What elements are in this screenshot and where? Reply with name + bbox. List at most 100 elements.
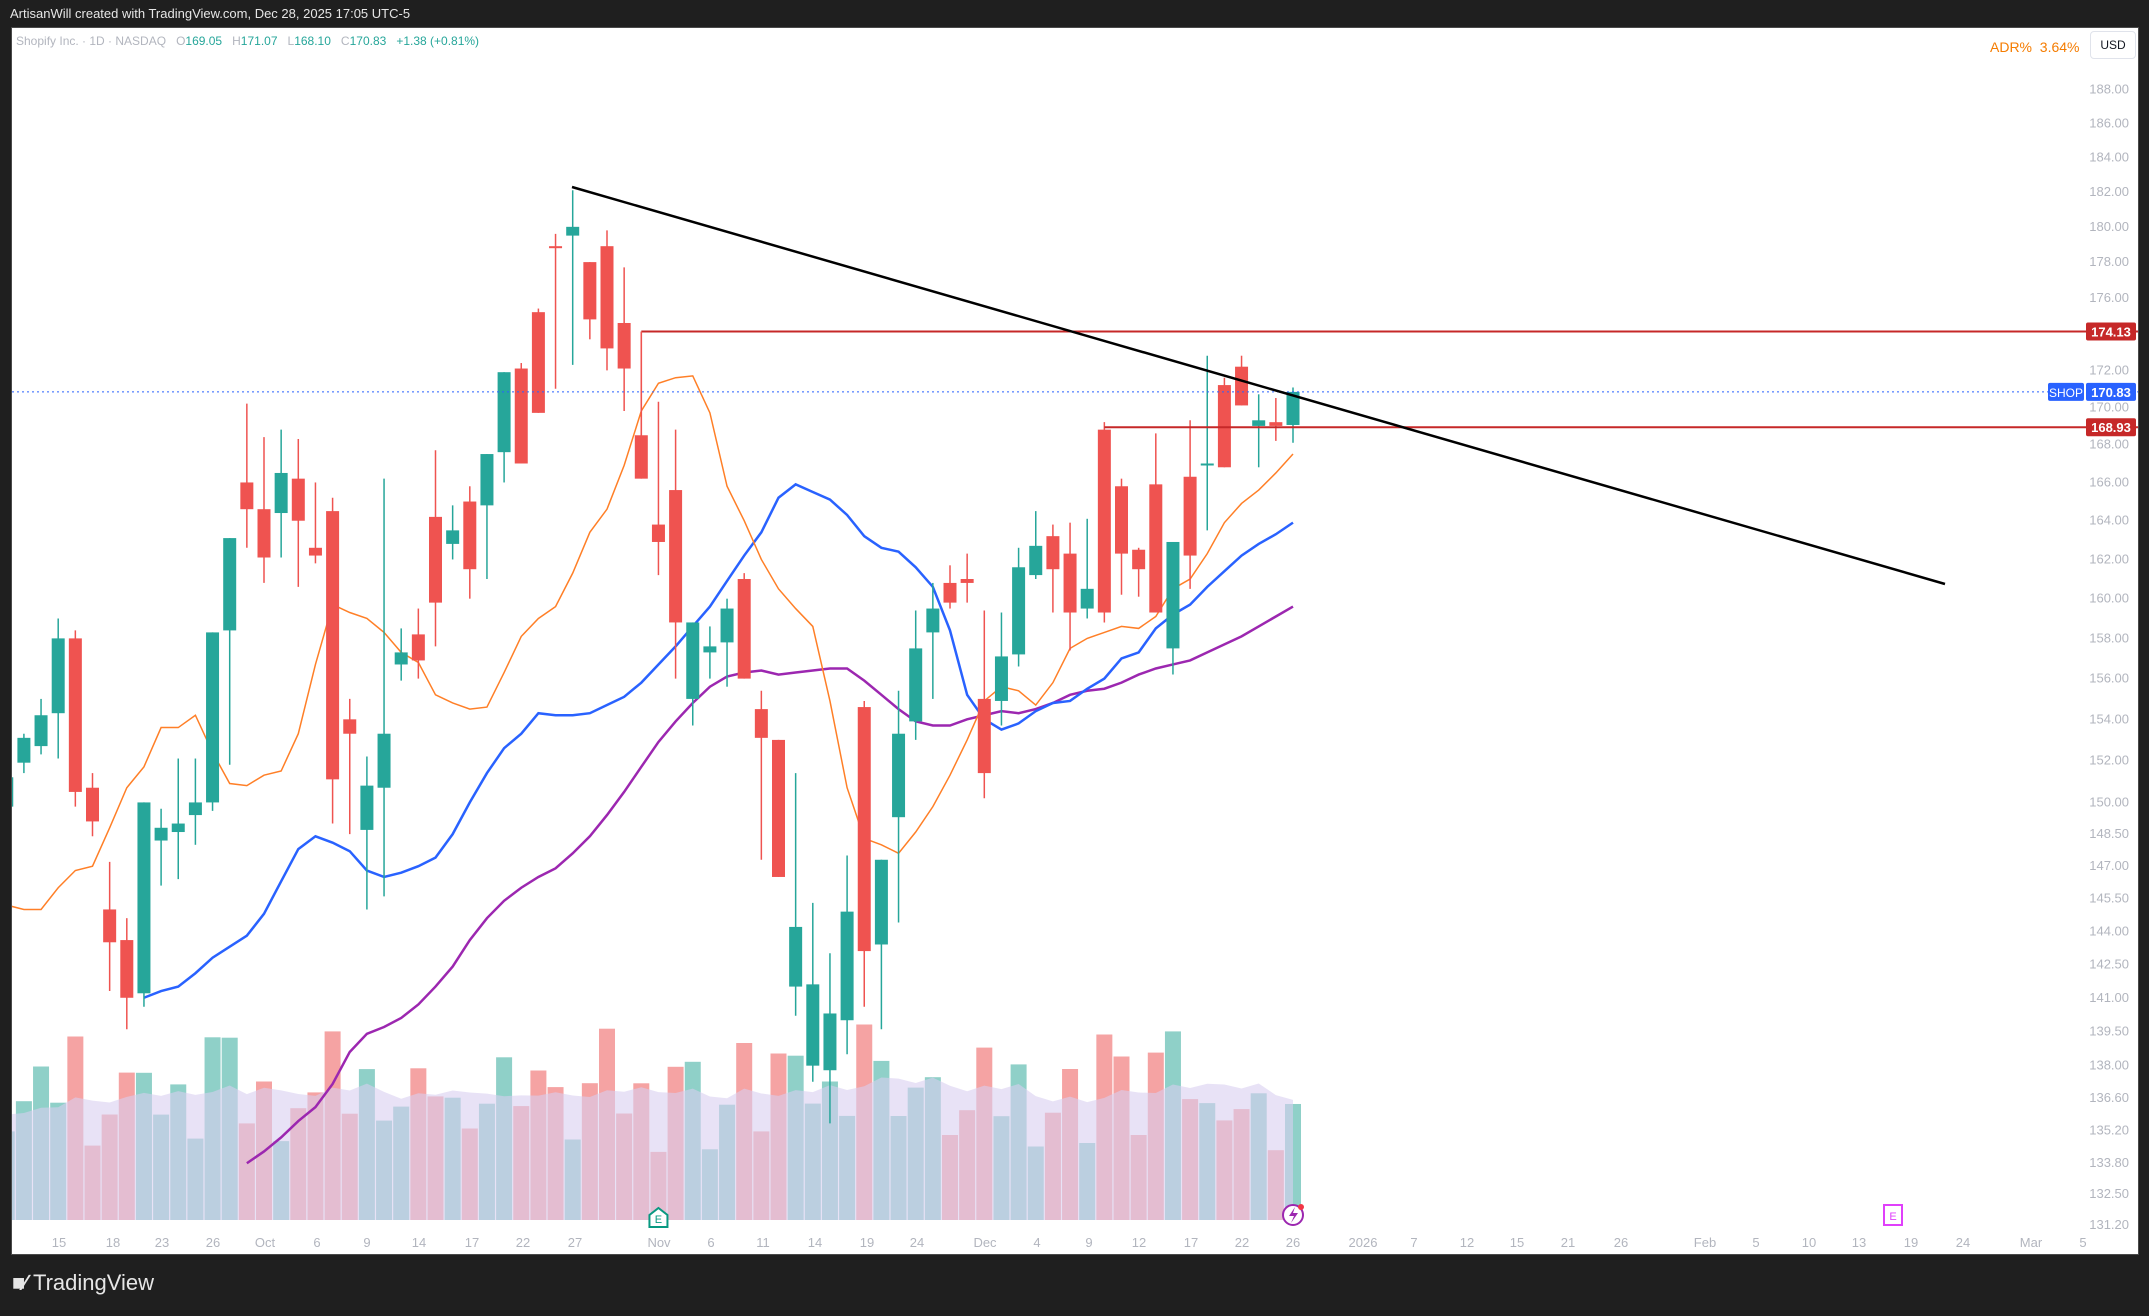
time-tick: Feb: [1694, 1235, 1716, 1250]
time-tick: 24: [1956, 1235, 1970, 1250]
price-tick: 150.00: [2089, 794, 2129, 809]
time-tick: 13: [1852, 1235, 1866, 1250]
candle-body: [1286, 391, 1300, 425]
candle-body: [497, 372, 511, 453]
candle-body: [1200, 463, 1214, 466]
price-tick: 133.80: [2089, 1155, 2129, 1170]
time-tick: Dec: [973, 1235, 997, 1250]
price-tick: 170.00: [2089, 399, 2129, 414]
candle-body: [1097, 429, 1111, 613]
candle-body: [926, 608, 940, 633]
price-tick: 131.20: [2089, 1217, 2129, 1232]
price-chart[interactable]: 188.00 186.00 184.00 182.00 180.00 178.00 176.…: [12, 28, 2138, 1254]
candle-body: [188, 802, 202, 816]
candle-body: [1217, 385, 1231, 468]
low-label: L: [287, 34, 295, 48]
candle-body: [960, 579, 974, 583]
price-tick: 186.00: [2089, 115, 2129, 130]
svg-text:E: E: [655, 1214, 662, 1226]
candle-body: [737, 579, 751, 679]
footer-brand: ■∕ TradingView: [12, 1270, 154, 1296]
candle-body: [377, 733, 391, 788]
change-value: +1.38 (+0.81%): [396, 34, 480, 48]
candle-body: [394, 652, 408, 665]
candle-body: [103, 909, 117, 943]
svg-text:168.93: 168.93: [2091, 420, 2131, 435]
time-tick: 27: [568, 1235, 582, 1250]
time-tick: 12: [1132, 1235, 1146, 1250]
time-tick: 6: [707, 1235, 714, 1250]
candle-body: [1235, 366, 1249, 406]
candle-body: [463, 501, 477, 570]
future-earnings-marker-icon[interactable]: E: [1883, 1204, 1903, 1226]
price-tick: 138.00: [2089, 1058, 2129, 1073]
candle-body: [291, 478, 305, 521]
dividend-lightning-icon[interactable]: [1282, 1204, 1304, 1226]
time-tick: 19: [860, 1235, 874, 1250]
candle-body: [600, 246, 614, 349]
adr-value: 3.64%: [2039, 39, 2080, 55]
candle-body: [874, 859, 888, 945]
candle-body: [480, 454, 494, 506]
time-tick: 14: [808, 1235, 822, 1250]
candle-body: [429, 516, 442, 603]
time-tick: 12: [1460, 1235, 1474, 1250]
candle-body: [12, 777, 14, 807]
candle-body: [1252, 420, 1266, 426]
candle-body: [772, 739, 785, 877]
attribution-text: ArtisanWill created with TradingView.com…: [10, 6, 411, 21]
candle-body: [566, 226, 580, 236]
candle-body: [943, 582, 957, 603]
volume-ma-area: [12, 1077, 1293, 1220]
candle-body: [274, 472, 288, 514]
time-tick: 9: [1085, 1235, 1092, 1250]
time-tick: 7: [1410, 1235, 1417, 1250]
time-tick: 6: [313, 1235, 320, 1250]
currency-button[interactable]: USD: [2090, 31, 2136, 59]
time-tick: 9: [363, 1235, 370, 1250]
candle-body: [257, 509, 271, 558]
time-tick: 22: [1235, 1235, 1249, 1250]
candle-body: [1115, 486, 1128, 554]
candle-body: [411, 634, 425, 661]
time-tick: 2026: [1349, 1235, 1378, 1250]
candle-body: [686, 622, 700, 699]
candle-body: [583, 262, 597, 320]
high-value: 171.07: [240, 34, 278, 48]
candle-body: [1012, 567, 1026, 655]
time-tick: 23: [155, 1235, 169, 1250]
time-tick: 5: [2079, 1235, 2086, 1250]
price-tick: 184.00: [2089, 149, 2129, 164]
time-axis[interactable]: 15 18 23 26 Oct 6 9 14 17 22 27 Nov 6 11 14 19 24 Dec 4 9 12…: [52, 1235, 2087, 1250]
candle-body: [892, 733, 906, 818]
time-tick: 15: [1510, 1235, 1524, 1250]
svg-text:SHOP: SHOP: [2049, 386, 2083, 400]
price-tag-support: 168.93: [2086, 418, 2136, 437]
time-tick: Mar: [2020, 1235, 2043, 1250]
time-tick: 19: [1904, 1235, 1918, 1250]
chart-pane[interactable]: 188.00 186.00 184.00 182.00 180.00 178.00 176.…: [11, 27, 2139, 1255]
candle-body: [446, 530, 460, 544]
candle-body: [1269, 422, 1283, 426]
time-tick: 26: [1614, 1235, 1628, 1250]
time-tick: 21: [1561, 1235, 1575, 1250]
price-tick: 188.00: [2089, 82, 2129, 97]
candle-body: [840, 911, 854, 1021]
open-label: O: [176, 34, 186, 48]
trend-line[interactable]: [571, 185, 1946, 586]
price-tick: 176.00: [2089, 290, 2129, 305]
adr-label: ADR%: [1990, 39, 2033, 55]
price-axis[interactable]: 188.00 186.00 184.00 182.00 180.00 178.00 176.…: [2048, 82, 2136, 1233]
time-tick: Oct: [255, 1235, 276, 1250]
time-tick: 26: [206, 1235, 220, 1250]
candle-body: [720, 608, 734, 643]
earnings-marker-icon[interactable]: E: [648, 1206, 669, 1228]
high-label: H: [232, 34, 241, 48]
candle-body: [909, 648, 923, 722]
candle-body: [223, 538, 237, 631]
candle-body: [343, 719, 357, 734]
time-tick: 15: [52, 1235, 66, 1250]
candle-body: [326, 511, 340, 780]
candle-body: [1029, 545, 1043, 576]
candle-body: [120, 940, 134, 998]
